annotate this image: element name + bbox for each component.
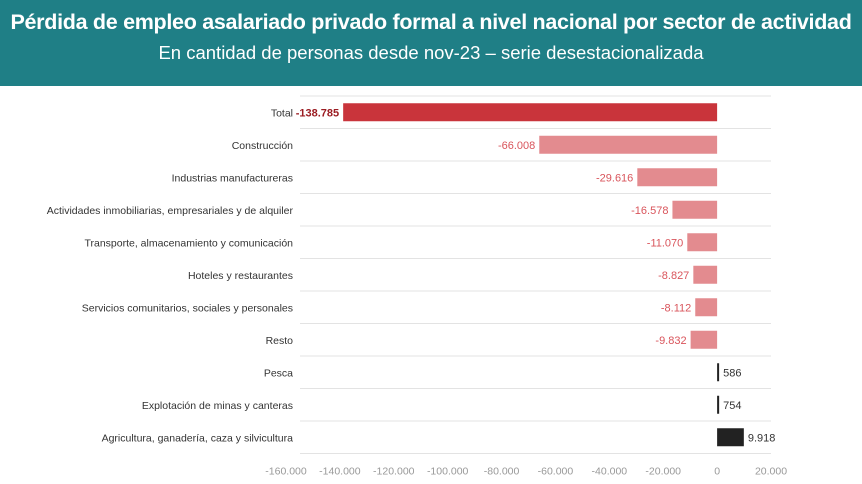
value-label: -11.070 — [647, 237, 684, 249]
value-label: 754 — [723, 400, 741, 412]
category-label: Resto — [266, 335, 294, 347]
value-label: -138.785 — [296, 107, 339, 119]
category-label: Total — [271, 107, 293, 119]
chart-title: Pérdida de empleo asalariado privado for… — [10, 10, 852, 34]
chart-header: Pérdida de empleo asalariado privado for… — [0, 0, 862, 86]
x-tick-label: -60.000 — [538, 466, 574, 478]
bar — [687, 233, 718, 252]
value-label: -8.827 — [658, 270, 689, 282]
category-label: Industrias manufactureras — [172, 172, 293, 184]
x-tick-label: -160.000 — [265, 466, 307, 478]
category-label: Hoteles y restaurantes — [188, 270, 293, 282]
x-tick-label: -80.000 — [484, 466, 520, 478]
bar — [693, 265, 718, 284]
bar — [539, 135, 718, 154]
bar — [695, 298, 718, 317]
value-label: -8.112 — [661, 302, 691, 314]
value-label: -16.578 — [631, 205, 668, 217]
bar — [717, 428, 744, 447]
bar — [637, 168, 718, 187]
bar — [672, 200, 718, 219]
x-tick-label: 0 — [714, 466, 720, 478]
value-label: 9.918 — [748, 432, 776, 444]
x-tick-label: -120.000 — [373, 466, 415, 478]
value-label: -29.616 — [596, 172, 633, 184]
bar-chart: Total -138.785 Construcción -66.008 Industri… — [47, 95, 787, 478]
x-tick-label: -40.000 — [592, 466, 628, 478]
category-label: Explotación de minas y canteras — [142, 400, 293, 412]
category-label: Agricultura, ganadería, caza y silvicult… — [102, 432, 294, 444]
chart-subtitle: En cantidad de personas desde nov-23 – s… — [158, 42, 704, 63]
bar — [690, 330, 718, 349]
category-label: Construcción — [232, 140, 293, 152]
value-label: -66.008 — [498, 140, 535, 152]
bar — [343, 103, 718, 122]
bar — [717, 395, 720, 414]
category-label: Servicios comunitarios, sociales y perso… — [82, 302, 293, 314]
value-label: 586 — [723, 367, 741, 379]
value-label: -9.832 — [655, 335, 686, 347]
bar — [717, 363, 720, 382]
x-tick-label: 20.000 — [755, 466, 787, 478]
category-label: Transporte, almacenamiento y comunicació… — [84, 237, 293, 249]
x-tick-label: -140.000 — [319, 466, 361, 478]
x-tick-label: -100.000 — [427, 466, 469, 478]
category-label: Pesca — [264, 367, 293, 379]
x-tick-label: -20.000 — [645, 466, 681, 478]
category-label: Actividades inmobiliarias, empresariales… — [47, 205, 294, 217]
